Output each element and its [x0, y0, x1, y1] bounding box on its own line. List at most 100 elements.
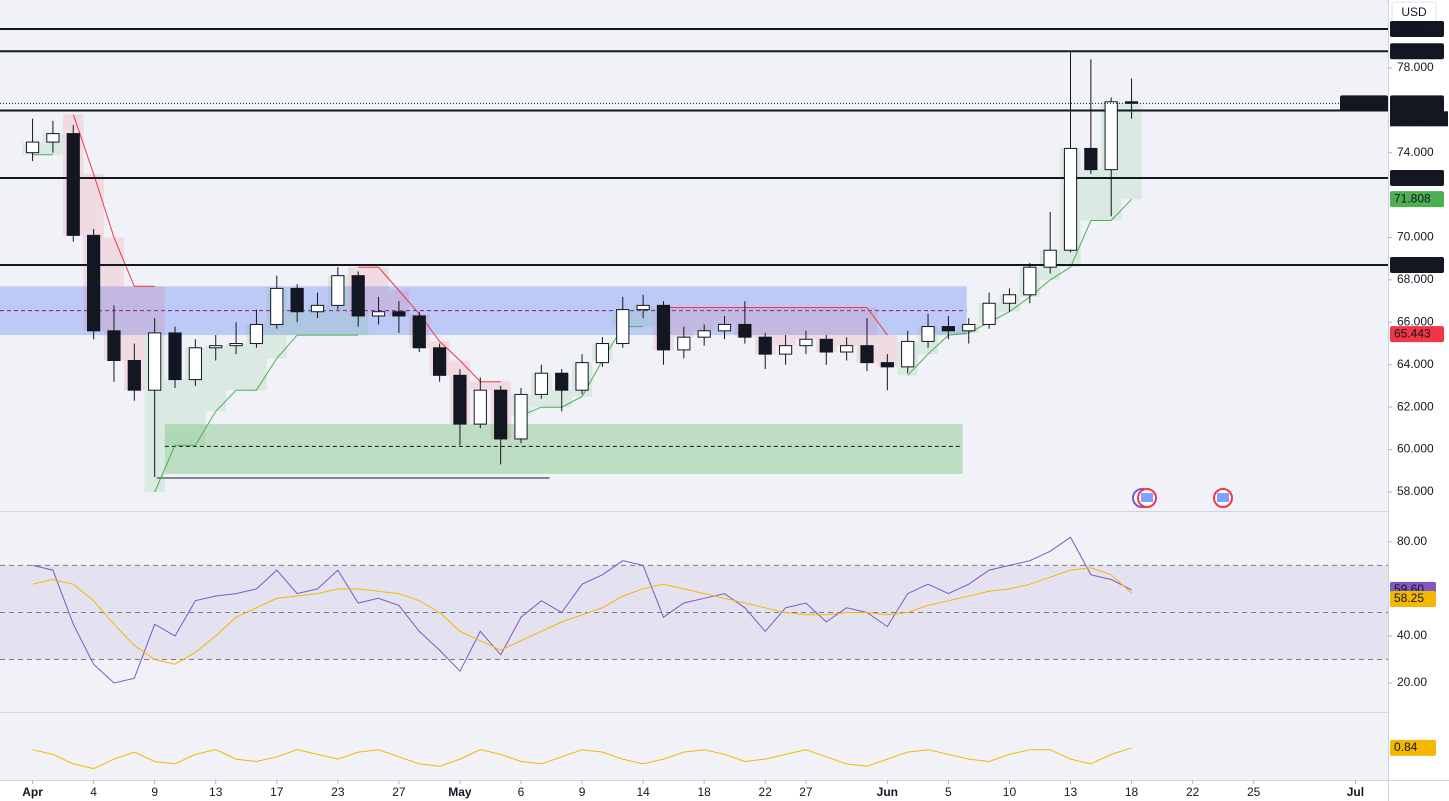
last-price-tag-bg: [1390, 95, 1444, 112]
candle-body: [921, 326, 935, 342]
x-tick-label: 13: [209, 785, 223, 799]
candle-body: [331, 275, 345, 306]
y-tick-label: 60.000: [1397, 442, 1434, 456]
x-tick-label: 22: [1186, 785, 1200, 799]
x-tick-label: 25: [1247, 785, 1261, 799]
candle-body: [371, 311, 386, 317]
candle-body: [738, 323, 752, 338]
candle-body: [677, 336, 691, 351]
candle-body: [25, 141, 40, 154]
y-tick-label: 74.000: [1397, 145, 1434, 159]
trend-fill: [286, 311, 308, 336]
candle-body: [66, 133, 80, 236]
candle-body: [412, 315, 426, 349]
indicator-tag-bg: [1390, 591, 1436, 608]
currency: USD: [1401, 5, 1427, 19]
candle-body: [310, 304, 325, 313]
candle-body: [1023, 266, 1037, 296]
trend-tag-bg: [1390, 191, 1444, 208]
trend-fill: [1121, 103, 1142, 200]
indicator-line: [32, 567, 1132, 665]
trend-fill: [1080, 169, 1102, 221]
candle-body: [188, 347, 202, 381]
candle-body: [717, 323, 732, 332]
x-tick-label: 27: [392, 785, 406, 799]
y-tick-label: 68.000: [1397, 272, 1434, 286]
candle-body: [229, 343, 243, 347]
y-tick-label: 78.000: [1397, 60, 1434, 74]
y-tick-label: 70.000: [1397, 230, 1434, 244]
trend-fill: [836, 307, 857, 346]
countdown-bg: [1390, 111, 1448, 127]
candle-body: [778, 345, 793, 355]
y-tick-label: 58.000: [1397, 484, 1434, 498]
supertrend-line: [72, 114, 888, 383]
candle-body: [473, 389, 487, 425]
x-tick-label: 18: [697, 785, 711, 799]
x-tick-label: 6: [518, 785, 525, 799]
candle-body: [270, 287, 284, 325]
x-tick-label: 14: [636, 785, 650, 799]
candle-body: [1002, 294, 1017, 304]
level-tag: 79.832: [1394, 21, 1431, 35]
level-tag: 78.781: [1394, 43, 1431, 57]
trend-fill: [368, 267, 389, 312]
flag: [1141, 493, 1153, 502]
trend-fill: [775, 307, 796, 346]
level-tag-bg: [1390, 256, 1444, 273]
candle-body: [758, 336, 772, 355]
candle-body: [392, 311, 406, 317]
candle-body: [1043, 249, 1057, 268]
candle-body: [941, 326, 956, 332]
symbol-tag: BRENT: [1344, 95, 1385, 109]
candle-body: [249, 323, 264, 345]
candle-body: [432, 347, 447, 376]
indicator-tag: 0.84: [1394, 740, 1418, 754]
zone: [164, 424, 963, 474]
y-tick-label: 80.00: [1397, 534, 1427, 548]
marker-tag: 65.443: [1394, 326, 1431, 340]
x-tick-label: 5: [945, 785, 952, 799]
level-tag-bg: [1390, 43, 1444, 60]
y-tick-label: 40.00: [1397, 628, 1427, 642]
candle-body: [514, 393, 528, 440]
trend-fill: [144, 286, 165, 333]
level-tag: 72.805: [1394, 170, 1431, 184]
candle-body: [575, 362, 589, 391]
candle-body: [1063, 147, 1078, 251]
trend-fill: [164, 379, 186, 446]
candle-body: [534, 372, 548, 395]
level-tag: 68.704: [1394, 257, 1431, 271]
candle-body: [819, 338, 833, 353]
x-tick-label: 13: [1064, 785, 1078, 799]
x-tick-label: 27: [799, 785, 813, 799]
x-tick-label: 17: [270, 785, 284, 799]
candle-body: [1104, 101, 1118, 171]
candle-body: [494, 389, 508, 440]
indicator-tag: 58.25: [1394, 591, 1424, 605]
candle-body: [453, 374, 467, 425]
level-tag-bg: [1390, 21, 1444, 38]
trend-fill: [795, 307, 817, 340]
indicator-line: [32, 536, 1132, 684]
y-tick-label: 64.000: [1397, 357, 1434, 371]
x-tick-label: 18: [1125, 785, 1139, 799]
x-tick-label: 9: [151, 785, 158, 799]
trend-fill: [673, 307, 694, 338]
candle-body: [860, 345, 874, 364]
flag: [1217, 493, 1229, 502]
y-tick-label: 62.000: [1397, 399, 1434, 413]
candle-body: [351, 275, 365, 317]
candle-body: [107, 330, 121, 361]
candle-body: [636, 304, 650, 311]
symbol-tag-bg: [1340, 95, 1388, 112]
indicator-tag-bg: [1390, 739, 1436, 756]
candle-body: [290, 287, 304, 313]
candle-body: [697, 330, 711, 338]
candle-body: [840, 345, 854, 353]
x-tick-label: 4: [90, 785, 97, 799]
trend-tag: 71.808: [1394, 191, 1431, 205]
candle-body: [209, 345, 223, 349]
event-icons: [1132, 488, 1233, 508]
